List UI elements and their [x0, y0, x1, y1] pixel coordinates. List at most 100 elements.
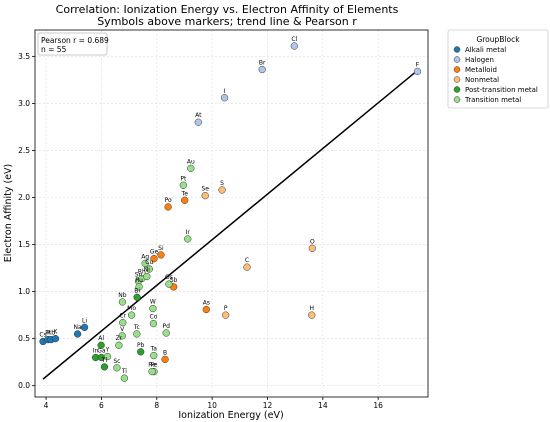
data-point-label: S — [220, 180, 224, 187]
plot-frame — [34, 29, 429, 398]
data-point — [119, 319, 127, 327]
n-count-label: n = 55 — [41, 45, 67, 54]
data-point — [413, 67, 422, 76]
data-point — [165, 280, 173, 288]
x-tick-label: 6 — [99, 401, 104, 410]
data-point-label: Tl — [101, 357, 108, 364]
data-point-label: Cu — [145, 259, 153, 266]
data-point — [141, 259, 149, 268]
legend-entry-label: Nonmetal — [465, 76, 499, 84]
data-point-label: Ir — [186, 229, 191, 236]
data-point-label: In — [93, 347, 99, 354]
legend-entry-label: Alkali metal — [465, 46, 506, 54]
data-point-label: P — [224, 305, 228, 312]
x-tick-label: 8 — [154, 401, 159, 410]
data-point — [164, 203, 172, 211]
data-point-label: Ag — [141, 253, 149, 260]
legend-entry-label: Transition metal — [464, 96, 521, 104]
data-point-label: Fr — [45, 330, 51, 337]
data-point-label: Sc — [113, 358, 120, 365]
data-point — [103, 352, 112, 361]
data-point-label: As — [203, 299, 210, 306]
data-point — [100, 363, 109, 371]
trend-layer — [42, 69, 418, 380]
data-point-label: Y — [105, 347, 110, 354]
data-point — [133, 293, 141, 301]
data-point — [113, 364, 121, 372]
data-point-label: Se — [201, 186, 209, 193]
data-point-label: Al — [98, 335, 104, 342]
data-point — [149, 304, 157, 313]
data-point-label: Te — [181, 190, 189, 197]
data-point — [120, 374, 129, 382]
data-point-label: Ru — [135, 277, 143, 284]
data-point — [150, 351, 158, 360]
data-point-label: At — [195, 112, 202, 119]
y-tick-label: 0.5 — [18, 334, 30, 343]
data-point-label: Pd — [162, 323, 170, 330]
data-point — [157, 251, 165, 259]
legend-title: GroupBlock — [476, 35, 520, 44]
data-point — [73, 330, 82, 338]
y-tick-label: 1.5 — [18, 240, 30, 249]
data-point-label: Rh — [138, 268, 146, 275]
data-point-label: Mo — [127, 305, 136, 312]
data-point-label: Br — [259, 60, 266, 67]
data-point — [145, 265, 153, 273]
data-point-label: Si — [158, 245, 164, 252]
x-tick-label: 16 — [373, 401, 383, 410]
data-point-label: Bi — [134, 287, 140, 294]
data-point-label: Na — [74, 324, 82, 331]
stats-box: Pearson r = 0.689 n = 55 — [37, 32, 109, 56]
y-tick-label: 0.0 — [18, 381, 30, 390]
data-point — [181, 196, 189, 204]
data-point — [222, 311, 230, 319]
x-axis-label: Ionization Energy (eV) — [178, 410, 283, 421]
legend: GroupBlock Alkali metal Halogen Metalloid N… — [447, 29, 549, 109]
data-point-label: Cl — [291, 36, 297, 43]
data-point-label: Nb — [118, 292, 126, 299]
legend-marker — [453, 76, 461, 83]
data-point — [137, 348, 145, 356]
data-point-label: F — [416, 61, 420, 68]
x-tick-label: 12 — [263, 401, 273, 410]
x-tick-label: 4 — [44, 401, 49, 410]
data-point — [187, 164, 195, 172]
data-point-label: Ni — [144, 267, 150, 274]
legend-marker — [453, 86, 461, 93]
data-point-label: Ti — [121, 368, 127, 375]
data-point-label: Cs — [39, 331, 46, 338]
data-point — [118, 298, 127, 306]
legend-marker — [453, 66, 461, 73]
data-point-label: Zr — [116, 335, 123, 342]
data-point-label: K — [54, 329, 59, 336]
data-point — [218, 186, 226, 194]
data-point-label: B — [163, 349, 167, 356]
points-layer — [39, 42, 422, 382]
data-point — [133, 330, 141, 338]
data-point — [149, 319, 158, 328]
y-tick-label: 3.0 — [18, 99, 30, 108]
pearson-r-label: Pearson r = 0.689 — [41, 36, 109, 45]
data-point — [115, 341, 123, 349]
data-point — [258, 65, 266, 74]
legend-items: Alkali metal Halogen Metalloid Nonmetal Post… — [453, 46, 538, 104]
y-tick-label: 1.0 — [18, 287, 30, 296]
data-point — [135, 283, 143, 291]
data-point — [162, 329, 170, 337]
data-point-label: Re — [148, 362, 156, 369]
data-point-label: H — [310, 305, 315, 312]
trend-line — [42, 69, 418, 380]
data-point-label: Sb — [170, 277, 178, 284]
data-point-label: W — [150, 299, 156, 306]
data-point-label: Fe — [151, 362, 158, 369]
data-point — [150, 255, 158, 263]
legend-marker — [453, 56, 461, 63]
data-point-label: C — [245, 257, 249, 264]
data-point — [80, 323, 89, 332]
legend-entry-label: Halogen — [465, 56, 494, 64]
y-axis-label: Electron Affinity (eV) — [3, 164, 14, 262]
chart-subtitle: Symbols above markers; trend line & Pear… — [97, 15, 357, 28]
